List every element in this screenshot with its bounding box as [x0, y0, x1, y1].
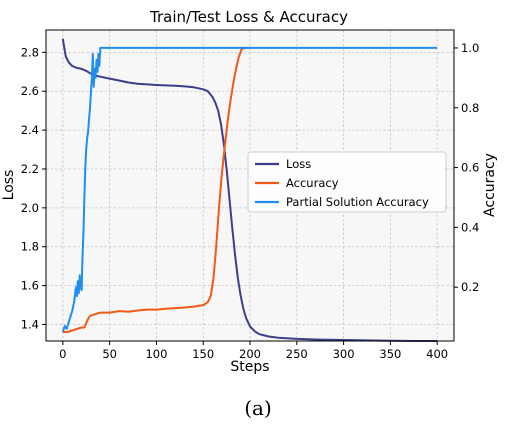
x-tick-label: 50 [102, 347, 117, 361]
x-tick-label: 350 [379, 347, 401, 361]
legend-box [247, 151, 447, 213]
legend-entry: Loss [286, 157, 311, 171]
y-right-tick-label: 1.0 [461, 41, 479, 55]
y-tick-label: 2.6 [21, 84, 39, 98]
figure-caption: (a) [244, 396, 272, 420]
x-tick-label: 250 [286, 347, 308, 361]
legend-entry: Accuracy [286, 176, 339, 190]
series-line-partial-solution-accuracy [61, 46, 438, 333]
legend-entry: Partial Solution Accuracy [286, 195, 429, 209]
y-right-tick-label: 0.8 [461, 101, 479, 115]
y-right-tick-label: 0.2 [461, 280, 479, 294]
x-axis-label: Steps [230, 359, 269, 375]
x-tick-label: 150 [192, 347, 214, 361]
x-tick-label: 400 [426, 347, 448, 361]
y-tick-label: 2.2 [21, 162, 39, 176]
y-tick-label: 2.4 [21, 123, 39, 137]
legend: Loss Accuracy Partial Solution Accuracy [247, 151, 447, 213]
y-axis-label: Loss [1, 170, 17, 201]
y-tick-label: 2.0 [21, 201, 39, 215]
series-layer [61, 38, 438, 342]
ticks: 0 50 100 150 200 250 300 350 400 1.4 1.6 1.8 2.0 2.2 2… [21, 41, 480, 361]
x-tick-label: 200 [239, 347, 261, 361]
y-tick-label: 1.4 [21, 317, 39, 331]
y-right-tick-label: 0.4 [461, 220, 479, 234]
series-line-accuracy [62, 46, 250, 333]
y-axis-right-label: Accuracy [482, 153, 498, 217]
x-tick-label: 100 [145, 347, 167, 361]
y-tick-label: 2.8 [21, 45, 39, 59]
y-tick-label: 1.8 [21, 240, 39, 254]
x-tick-label: 0 [59, 347, 66, 361]
chart-title: Train/Test Loss & Accuracy [149, 8, 348, 26]
y-right-tick-label: 0.6 [461, 161, 479, 175]
y-tick-label: 1.6 [21, 279, 39, 293]
x-tick-label: 300 [333, 347, 355, 361]
